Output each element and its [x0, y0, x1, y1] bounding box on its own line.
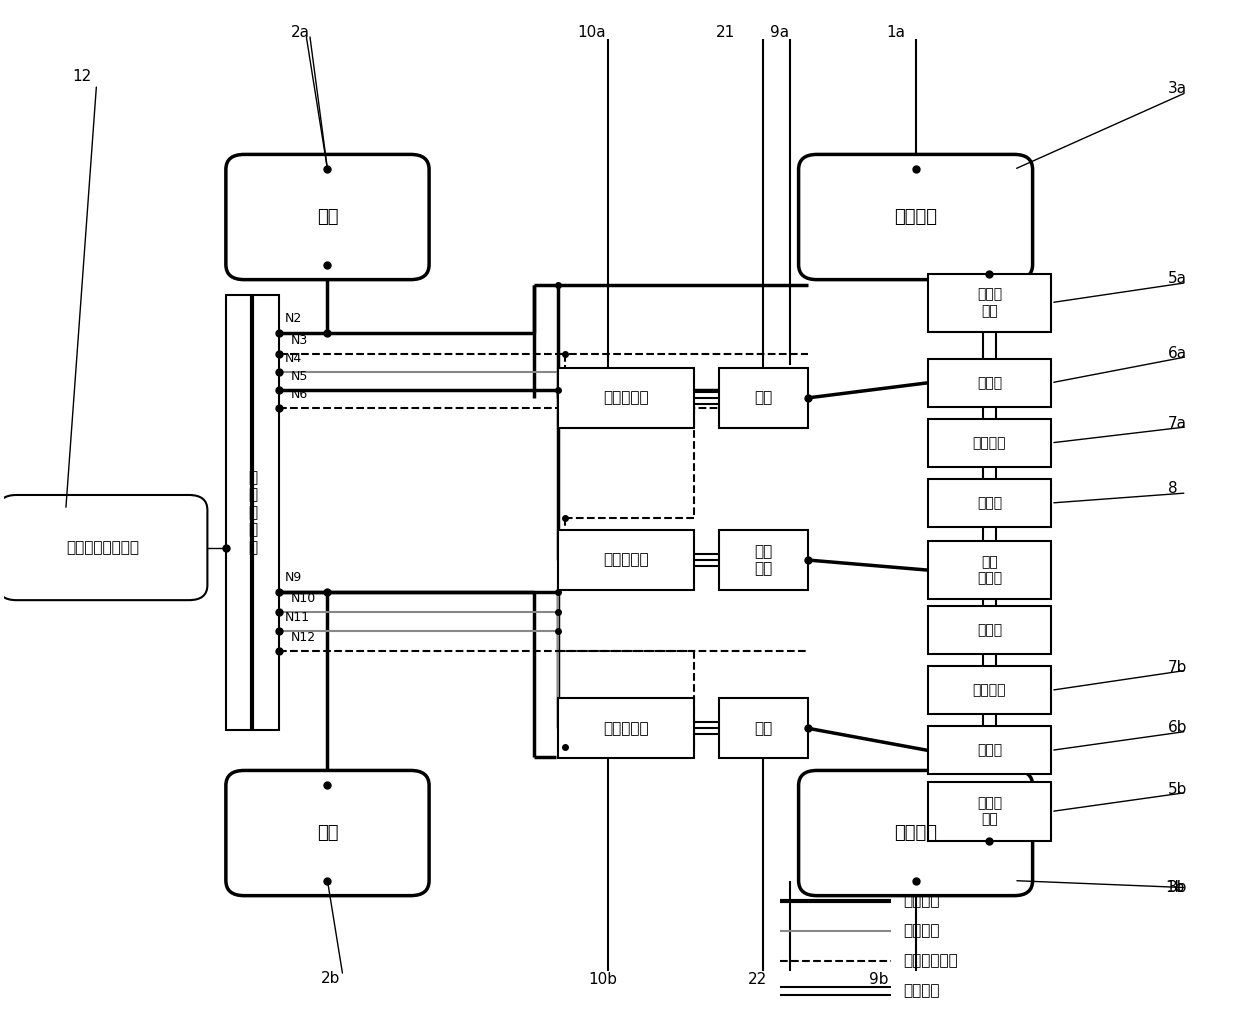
Text: 5a: 5a — [1168, 271, 1187, 286]
Bar — [558, 698, 694, 759]
Text: 电机控制器: 电机控制器 — [604, 721, 649, 736]
Text: 离合器: 离合器 — [977, 496, 1002, 510]
Bar — [226, 295, 279, 730]
Bar — [558, 530, 694, 590]
Text: 电机控制器: 电机控制器 — [604, 552, 649, 568]
Bar — [718, 368, 808, 428]
Bar — [928, 479, 1052, 527]
Text: N11: N11 — [285, 611, 310, 624]
Text: 前轮: 前轮 — [316, 208, 339, 226]
Text: 22: 22 — [748, 973, 768, 988]
Text: 6b: 6b — [1168, 720, 1188, 735]
Text: 电机: 电机 — [754, 721, 773, 736]
Text: 12: 12 — [72, 69, 92, 84]
Bar — [928, 606, 1052, 654]
Text: 动力电缆: 动力电缆 — [903, 893, 940, 908]
FancyBboxPatch shape — [799, 155, 1033, 280]
Bar — [928, 667, 1052, 714]
Text: 驱动模式选择单元: 驱动模式选择单元 — [66, 540, 139, 556]
Text: 车载通信总线: 车载通信总线 — [903, 953, 959, 969]
Text: N10: N10 — [291, 592, 316, 605]
Text: N3: N3 — [291, 333, 309, 346]
Bar — [928, 726, 1052, 775]
Text: 后轮制
动器: 后轮制 动器 — [977, 288, 1002, 318]
Text: 机械连接: 机械连接 — [903, 984, 940, 998]
Text: 电机控制器: 电机控制器 — [604, 390, 649, 405]
Text: 电机: 电机 — [754, 390, 773, 405]
Text: N6: N6 — [291, 388, 309, 401]
Text: N5: N5 — [291, 370, 309, 383]
Text: 耦合器: 耦合器 — [977, 743, 1002, 758]
Text: 控制电缆: 控制电缆 — [903, 923, 940, 938]
Text: 后轮制
动器: 后轮制 动器 — [977, 797, 1002, 826]
Text: 9b: 9b — [869, 973, 888, 988]
Text: 后驱动轮: 后驱动轮 — [894, 208, 937, 226]
Text: 辅助
电机: 辅助 电机 — [754, 544, 773, 577]
Text: 5b: 5b — [1168, 782, 1188, 797]
Text: 8: 8 — [1168, 482, 1178, 497]
FancyBboxPatch shape — [226, 771, 429, 896]
Bar — [718, 530, 808, 590]
Text: 10a: 10a — [577, 24, 605, 39]
Bar — [928, 359, 1052, 407]
Text: 抱死装置: 抱死装置 — [972, 684, 1006, 697]
Bar — [718, 698, 808, 759]
Text: 3a: 3a — [1168, 81, 1187, 96]
Text: 离合器: 离合器 — [977, 623, 1002, 637]
Text: 7b: 7b — [1168, 660, 1188, 675]
FancyBboxPatch shape — [226, 155, 429, 280]
Text: 整
车
控
制
器: 整 车 控 制 器 — [248, 471, 257, 554]
Bar — [928, 541, 1052, 599]
Text: N2: N2 — [285, 312, 303, 324]
Text: 3b: 3b — [1168, 880, 1188, 895]
Bar — [928, 274, 1052, 331]
Text: 1b: 1b — [1166, 880, 1185, 895]
Bar — [928, 783, 1052, 840]
Text: 2b: 2b — [321, 972, 340, 987]
Text: 限滑
差速器: 限滑 差速器 — [977, 556, 1002, 585]
Text: 21: 21 — [715, 24, 735, 39]
Text: 10b: 10b — [588, 973, 618, 988]
FancyBboxPatch shape — [799, 771, 1033, 896]
Bar — [558, 368, 694, 428]
Text: 耦合器: 耦合器 — [977, 376, 1002, 390]
Bar — [928, 419, 1052, 467]
Text: 前轮: 前轮 — [316, 824, 339, 842]
Text: 7a: 7a — [1168, 416, 1187, 431]
Text: 9a: 9a — [770, 24, 790, 39]
Text: N12: N12 — [291, 631, 316, 644]
Text: 抱死装置: 抱死装置 — [972, 436, 1006, 449]
Text: N4: N4 — [285, 351, 303, 365]
Text: N9: N9 — [285, 571, 303, 584]
Text: 后驱动轮: 后驱动轮 — [894, 824, 937, 842]
FancyBboxPatch shape — [0, 495, 207, 600]
Text: 6a: 6a — [1168, 346, 1187, 362]
Text: 2a: 2a — [291, 24, 310, 39]
Text: 1a: 1a — [887, 24, 905, 39]
